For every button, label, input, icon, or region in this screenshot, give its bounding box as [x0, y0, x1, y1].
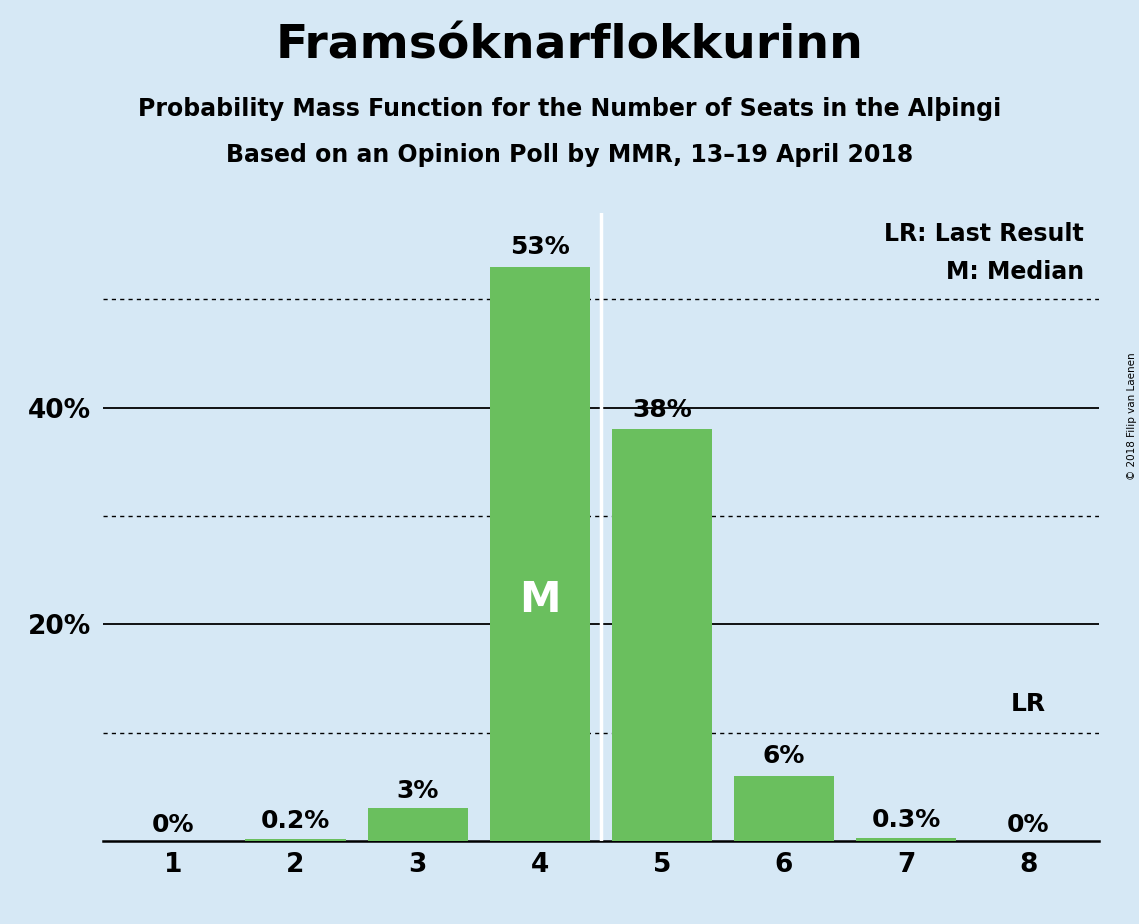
Text: M: Median: M: Median: [947, 260, 1084, 284]
Bar: [490, 267, 590, 841]
Text: 3%: 3%: [396, 779, 439, 803]
Text: M: M: [519, 578, 560, 621]
Text: 0.3%: 0.3%: [871, 808, 941, 833]
Bar: [612, 429, 712, 841]
Bar: [368, 808, 468, 841]
Bar: [245, 839, 345, 841]
Text: Probability Mass Function for the Number of Seats in the Alþingi: Probability Mass Function for the Number…: [138, 97, 1001, 121]
Bar: [857, 837, 957, 841]
Text: 0.2%: 0.2%: [261, 809, 330, 833]
Text: LR: Last Result: LR: Last Result: [885, 222, 1084, 246]
Text: 6%: 6%: [763, 744, 805, 768]
Text: Based on an Opinion Poll by MMR, 13–19 April 2018: Based on an Opinion Poll by MMR, 13–19 A…: [226, 143, 913, 167]
Text: Framsóknarflokkurinn: Framsóknarflokkurinn: [276, 23, 863, 68]
Text: LR: LR: [1010, 692, 1046, 716]
Bar: [734, 776, 834, 841]
Text: 0%: 0%: [153, 812, 195, 836]
Text: © 2018 Filip van Laenen: © 2018 Filip van Laenen: [1126, 352, 1137, 480]
Text: 38%: 38%: [632, 397, 691, 421]
Text: 0%: 0%: [1007, 812, 1049, 836]
Text: 53%: 53%: [510, 235, 570, 259]
